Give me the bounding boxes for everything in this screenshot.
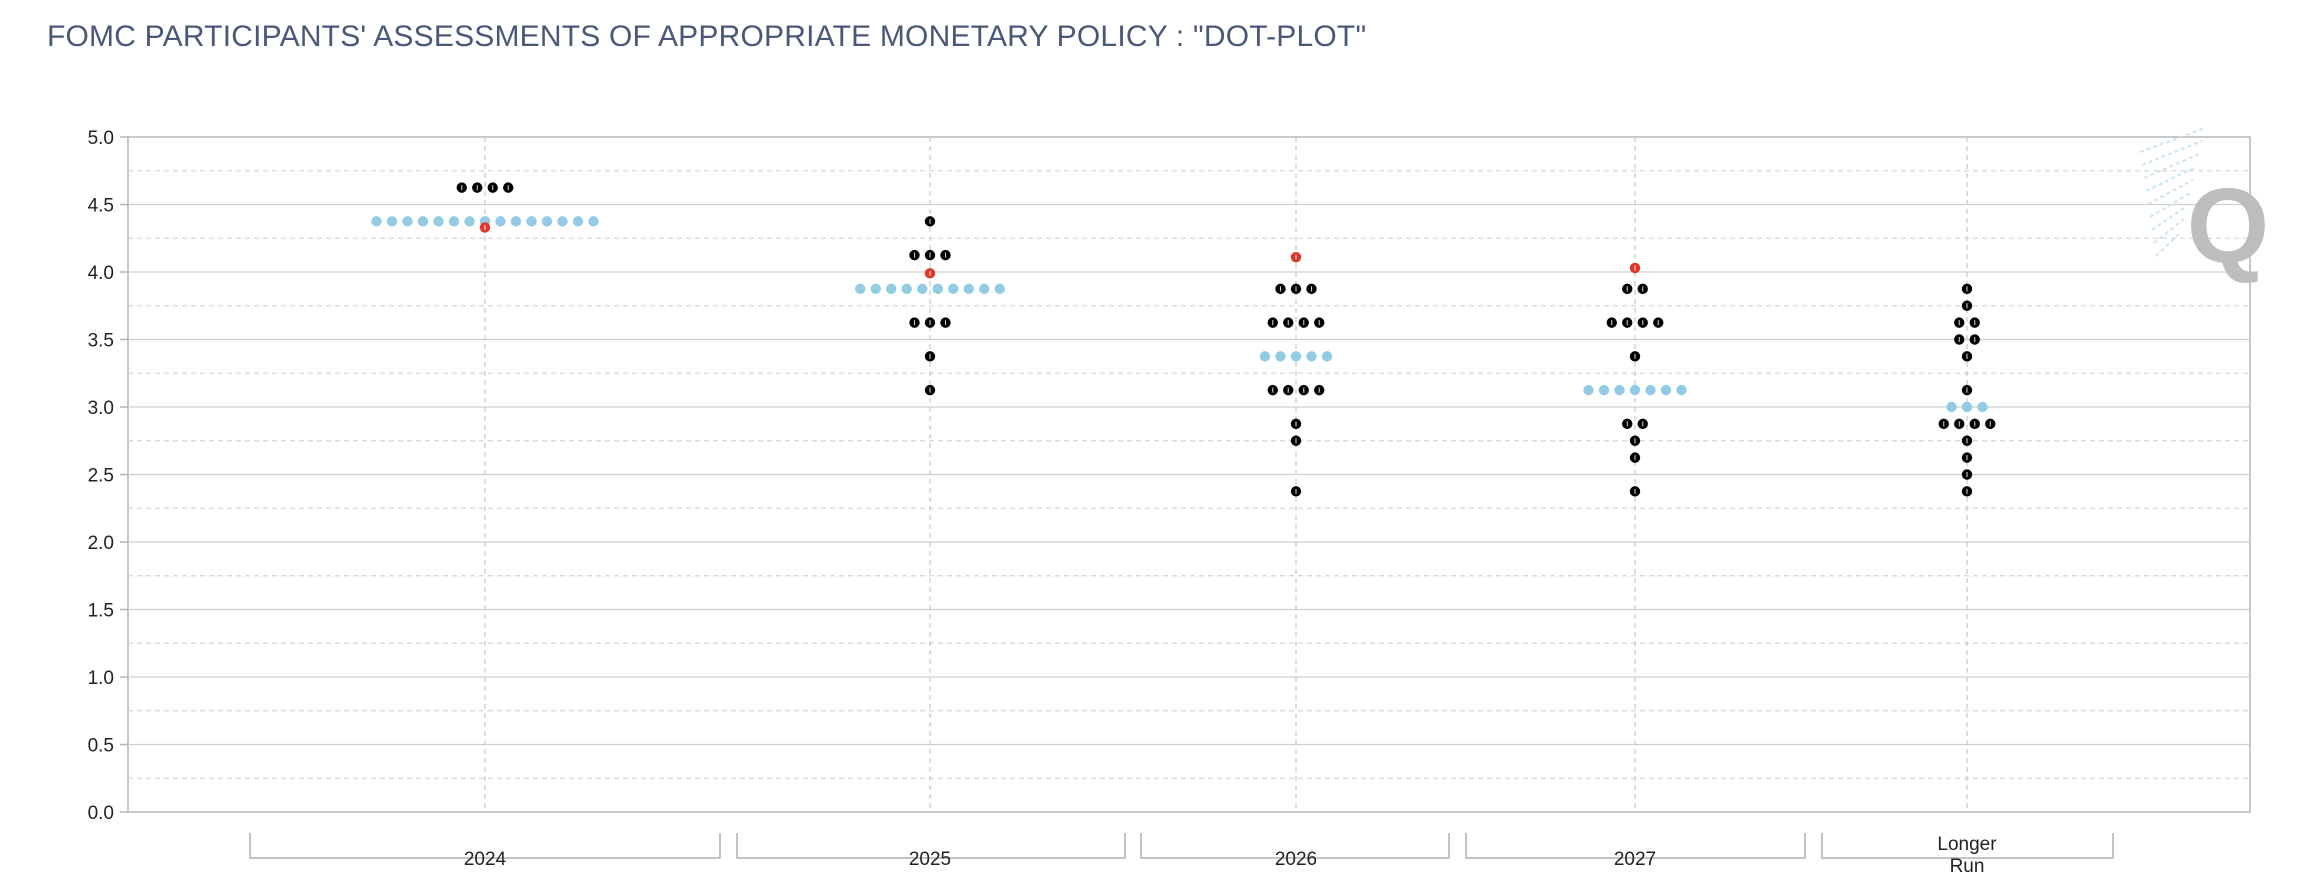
x-category-label: 2025	[909, 849, 951, 870]
median-dot	[1259, 351, 1271, 362]
median-dot	[510, 216, 522, 227]
watermark-q-icon: Q	[2139, 127, 2269, 285]
median-dot	[541, 216, 553, 227]
median-dot	[588, 216, 599, 227]
median-dot	[901, 283, 912, 295]
y-tick-label: 3.5	[88, 331, 114, 352]
median-dot	[886, 283, 897, 295]
x-category-label: 2024	[464, 849, 507, 870]
median-dot	[448, 216, 460, 227]
median-dot	[572, 216, 584, 227]
median-dot	[1321, 351, 1333, 362]
median-dot	[1946, 401, 1957, 413]
y-tick-label: 0.5	[88, 736, 114, 757]
dots-layer	[371, 182, 1996, 497]
y-tick-label: 2.0	[88, 533, 114, 554]
category-bracket	[249, 833, 721, 859]
y-tick-label: 5.0	[88, 128, 114, 149]
chart-title: FOMC PARTICIPANTS' ASSESSMENTS OF APPROP…	[47, 20, 1367, 53]
median-dot	[855, 283, 866, 295]
median-dot	[433, 216, 444, 227]
median-dot	[526, 216, 537, 227]
median-dot	[1961, 401, 1973, 413]
median-dot	[417, 216, 429, 227]
x-category-label: Longer Run	[1937, 834, 1997, 877]
median-dot	[963, 283, 974, 295]
category-bracket	[1465, 833, 1806, 859]
median-dot	[557, 216, 568, 227]
median-dot	[1614, 384, 1625, 396]
x-category-label: 2027	[1614, 849, 1656, 870]
watermark-letter: Q	[2187, 167, 2269, 285]
median-dot	[932, 283, 943, 295]
x-category-label: 2026	[1275, 849, 1317, 870]
median-dot	[1290, 351, 1302, 362]
y-tick-label: 2.5	[88, 466, 114, 487]
category-bracket	[736, 833, 1126, 859]
median-dot	[1598, 384, 1610, 396]
median-dot	[1645, 384, 1656, 396]
median-dot	[386, 216, 398, 227]
median-dot	[1583, 384, 1594, 396]
median-dot	[1676, 384, 1687, 396]
grid-layer	[127, 136, 2251, 813]
median-dot	[870, 283, 881, 295]
median-dot	[1275, 351, 1286, 362]
y-tick-label: 1.0	[88, 668, 114, 689]
median-dot	[1977, 401, 1988, 413]
y-tick-label: 4.5	[88, 196, 114, 217]
category-bracket	[1821, 833, 2114, 859]
watermark-logo: Q	[2139, 127, 2269, 285]
median-dot	[979, 283, 990, 295]
median-dot	[917, 283, 928, 295]
median-dot	[402, 216, 413, 227]
median-dot	[948, 283, 959, 295]
median-dot	[464, 216, 475, 227]
y-tick-label: 3.0	[88, 398, 114, 419]
y-axis: 0.0 0.5 1.0 1.5 2.0 2.5 3.0 3.5 4.0 4.5 5.0	[88, 128, 128, 824]
median-dot	[1306, 351, 1317, 362]
y-tick-label: 4.0	[88, 263, 114, 284]
median-dot	[371, 216, 382, 227]
x-axis: 2024 2025 2026 2027 Longer Run	[249, 833, 2114, 877]
median-dot	[495, 216, 506, 227]
category-bracket	[1140, 833, 1450, 859]
median-dot	[1660, 384, 1672, 396]
y-tick-label: 0.0	[88, 803, 114, 824]
y-tick-label: 1.5	[88, 601, 114, 622]
median-dot	[994, 283, 1005, 295]
median-dot	[1629, 384, 1641, 396]
